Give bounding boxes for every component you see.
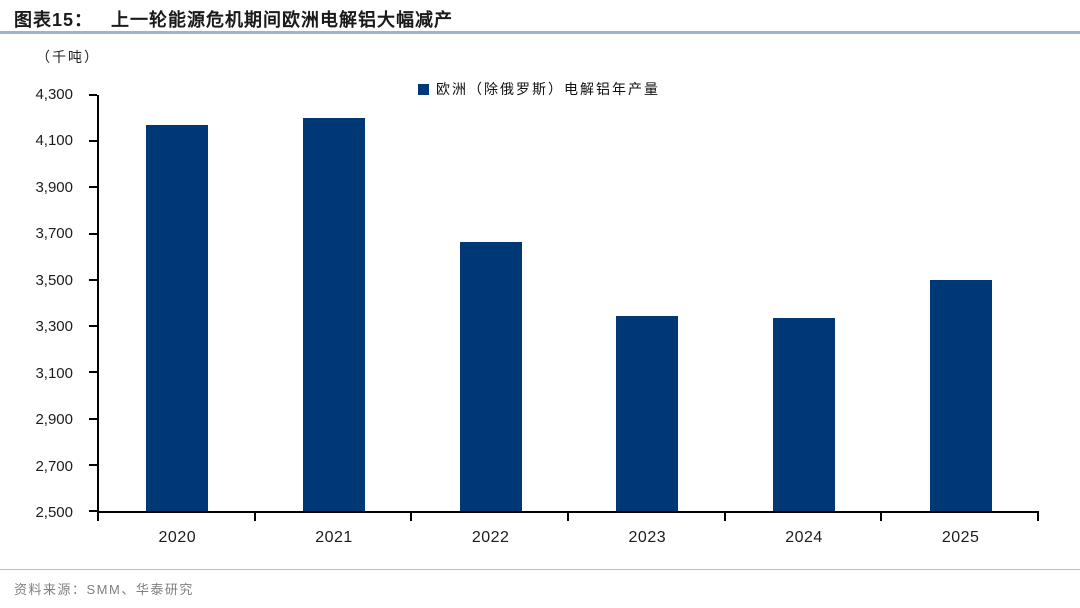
- plot-area: 2020 2021 2022 2023 2024 2025: [89, 94, 1039, 546]
- y-tick: [89, 186, 97, 189]
- x-tick: [410, 513, 413, 521]
- y-tick: [89, 463, 97, 466]
- bar-2021: [303, 118, 365, 511]
- y-tick: [89, 232, 97, 235]
- figure-label: 图表15：: [14, 10, 94, 30]
- x-tick: [880, 513, 883, 521]
- y-tick-label: 3,300: [35, 318, 73, 336]
- legend-swatch-icon: [418, 83, 429, 95]
- title-underline: [0, 31, 1080, 34]
- y-tick-label: 3,900: [35, 178, 73, 196]
- y-tick: [89, 140, 97, 143]
- x-tick-label: 2024: [785, 529, 823, 546]
- y-tick-label: 4,300: [35, 86, 73, 103]
- x-tick-label: 2022: [471, 529, 510, 546]
- y-tick-label: 4,100: [35, 132, 73, 150]
- y-tick-label: 3,500: [35, 271, 73, 289]
- y-tick-label: 3,100: [35, 364, 73, 382]
- x-tick: [253, 513, 256, 521]
- y-tick-label: 2,700: [35, 457, 73, 475]
- y-tick: [89, 325, 97, 328]
- y-tick: [89, 94, 97, 96]
- y-tick-label: 2,900: [35, 411, 73, 429]
- source-note: 资料来源：SMM、华泰研究: [14, 582, 194, 597]
- y-tick: [89, 371, 97, 374]
- y-axis-unit-label: （千吨）: [36, 49, 100, 65]
- chart-legend: 欧洲（除俄罗斯）电解铝年产量: [418, 79, 660, 99]
- y-tick: [89, 417, 97, 420]
- x-tick-label: 2023: [628, 529, 667, 546]
- x-tick: [567, 513, 569, 521]
- x-tick: [1037, 513, 1039, 521]
- x-tick: [723, 513, 726, 521]
- y-tick: [89, 278, 97, 281]
- x-tick: [97, 513, 99, 521]
- y-tick: [89, 510, 97, 512]
- legend-label: 欧洲（除俄罗斯）电解铝年产量: [436, 81, 660, 97]
- figure-title-text: 上一轮能源危机期间欧洲电解铝大幅减产: [111, 10, 454, 30]
- y-tick-label: 3,700: [35, 225, 73, 243]
- bar-2022: [459, 241, 522, 511]
- bar-2025: [929, 279, 992, 511]
- figure-title: 图表15： 上一轮能源危机期间欧洲电解铝大幅减产: [14, 6, 453, 32]
- y-axis-labels: 2,500 2,700 2,900 3,100 3,300 3,500 3,700 3,900…: [0, 87, 85, 521]
- x-tick-label: 2020: [158, 529, 197, 546]
- x-tick-label: 2021: [315, 529, 353, 546]
- footer-divider: [0, 569, 1080, 570]
- x-tick-label: 2025: [941, 529, 980, 546]
- bar-2024: [773, 318, 835, 511]
- bar-2020: [146, 125, 209, 511]
- bar-2023: [616, 315, 679, 511]
- y-tick-label: 2,500: [35, 504, 73, 521]
